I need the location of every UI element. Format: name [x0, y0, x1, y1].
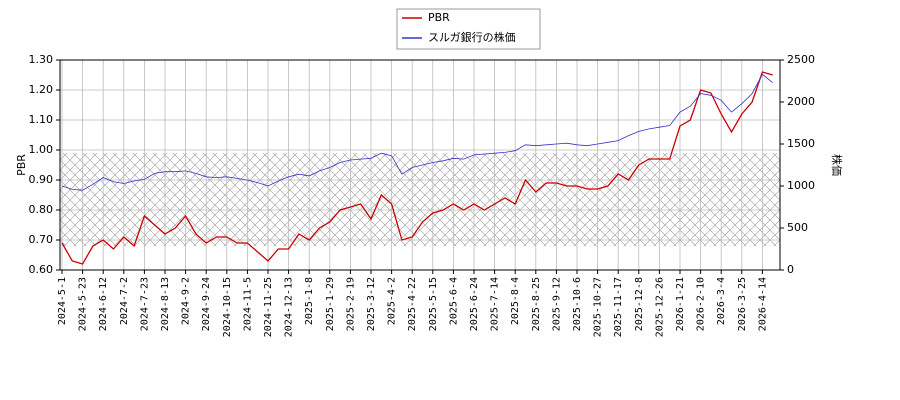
y2-axis-title: 株価 [830, 154, 844, 176]
y2-tick-label: 1500 [787, 137, 815, 150]
y2-tick-label: 2000 [787, 95, 815, 108]
x-tick-label: 2026-4-14 [757, 277, 768, 331]
x-tick-label: 2025-10-6 [572, 277, 583, 331]
x-tick-label: 2024-5-1 [57, 277, 68, 325]
y-tick-label: 0.90 [29, 173, 54, 186]
x-tick-label: 2025-8-4 [510, 277, 521, 325]
x-tick-label: 2024-12-13 [284, 277, 295, 337]
series-line [61, 73, 773, 191]
x-tick-label: 2025-9-12 [551, 277, 562, 331]
x-tick-label: 2025-11-17 [613, 277, 624, 337]
legend-label: スルガ銀行の株価 [428, 30, 516, 44]
legend-label: PBR [428, 11, 450, 24]
y-axis-title: PBR [15, 154, 28, 176]
x-tick-label: 2026-3-4 [716, 277, 727, 325]
y-tick-label: 0.80 [29, 203, 54, 216]
x-tick-label: 2025-4-2 [387, 277, 398, 325]
y2-tick-label: 500 [787, 221, 808, 234]
x-tick-label: 2024-9-2 [181, 277, 192, 325]
series-line [61, 71, 773, 265]
x-tick-label: 2026-3-25 [737, 277, 748, 331]
x-tick-label: 2024-7-2 [119, 277, 130, 325]
y-tick-label: 1.00 [29, 143, 54, 156]
legend: PBR スルガ銀行の株価 [396, 8, 541, 50]
x-tick-label: 2025-1-8 [304, 277, 315, 325]
x-tick-label: 2024-11-25 [263, 277, 274, 337]
x-tick-label: 2024-9-24 [201, 277, 212, 331]
plot-frame [59, 59, 781, 271]
y2-tick-label: 1000 [787, 179, 815, 192]
y-tick-label: 0.70 [29, 233, 54, 246]
shaded-band [60, 153, 780, 246]
x-tick-label: 2025-12-8 [634, 277, 645, 331]
x-tick-label: 2025-2-19 [345, 277, 356, 331]
legend-box [396, 8, 541, 50]
y-tick-label: 1.10 [29, 113, 54, 126]
x-tick-label: 2025-6-4 [448, 277, 459, 325]
y-tick-label: 1.20 [29, 83, 54, 96]
x-tick-label: 2025-10-27 [593, 277, 604, 337]
x-tick-label: 2024-8-13 [160, 277, 171, 331]
x-tick-label: 2025-7-14 [490, 277, 501, 331]
x-tick-label: 2025-1-29 [325, 277, 336, 331]
y-tick-label: 0.60 [29, 263, 54, 276]
x-tick-label: 2025-3-12 [366, 277, 377, 331]
x-tick-label: 2024-11-5 [242, 277, 253, 331]
x-tick-label: 2025-4-22 [407, 277, 418, 331]
x-tick-label: 2024-6-12 [98, 277, 109, 331]
x-tick-label: 2025-5-15 [428, 277, 439, 331]
x-tick-label: 2025-12-26 [654, 277, 665, 337]
x-tick-label: 2024-10-15 [222, 277, 233, 337]
x-tick-label: 2026-1-21 [675, 277, 686, 331]
y2-tick-label: 2500 [787, 53, 815, 66]
x-tick-label: 2025-6-24 [469, 277, 480, 331]
x-tick-label: 2024-7-23 [139, 277, 150, 331]
y-tick-label: 1.30 [29, 53, 54, 66]
x-tick-label: 2024-5-23 [78, 277, 89, 331]
x-tick-label: 2026-2-10 [696, 277, 707, 331]
y2-tick-label: 0 [787, 263, 794, 276]
x-tick-label: 2025-8-25 [531, 277, 542, 331]
